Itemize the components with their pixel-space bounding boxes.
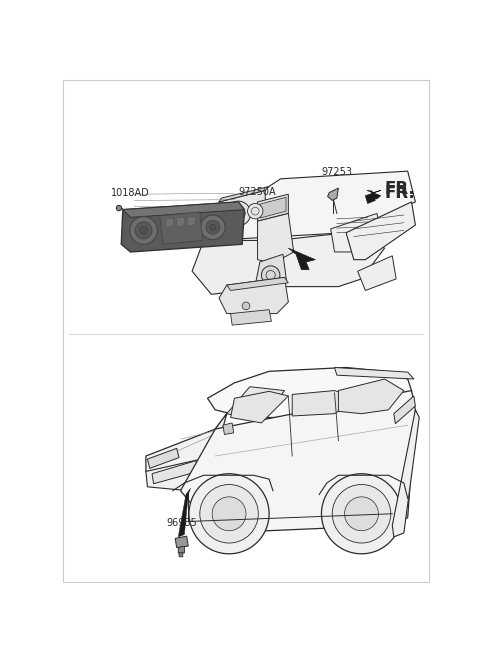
Polygon shape — [188, 216, 195, 226]
Polygon shape — [227, 387, 285, 421]
Text: FR.: FR. — [384, 184, 415, 201]
Polygon shape — [219, 186, 269, 202]
Polygon shape — [146, 414, 227, 479]
Circle shape — [248, 203, 263, 219]
Polygon shape — [258, 194, 288, 221]
Polygon shape — [328, 188, 338, 200]
Polygon shape — [207, 367, 411, 417]
Polygon shape — [358, 256, 396, 291]
Polygon shape — [179, 552, 183, 557]
Polygon shape — [331, 213, 381, 252]
Circle shape — [206, 220, 220, 234]
Circle shape — [242, 302, 250, 310]
Text: 97250A: 97250A — [238, 186, 276, 197]
Circle shape — [226, 201, 251, 226]
Polygon shape — [346, 202, 415, 260]
Polygon shape — [335, 367, 414, 379]
Polygon shape — [255, 255, 287, 293]
Circle shape — [130, 216, 157, 244]
Polygon shape — [219, 190, 265, 225]
Polygon shape — [230, 310, 271, 325]
Circle shape — [200, 485, 258, 543]
Circle shape — [332, 485, 391, 543]
Polygon shape — [230, 392, 288, 423]
Polygon shape — [338, 379, 404, 414]
Polygon shape — [160, 212, 203, 244]
Polygon shape — [258, 213, 294, 264]
Text: 97253: 97253 — [322, 167, 352, 176]
Polygon shape — [367, 190, 381, 199]
Polygon shape — [146, 456, 219, 491]
Polygon shape — [394, 396, 415, 424]
Text: FR.: FR. — [384, 180, 415, 198]
Polygon shape — [178, 488, 191, 537]
Polygon shape — [192, 240, 277, 295]
Circle shape — [322, 474, 402, 554]
Polygon shape — [392, 410, 419, 537]
Polygon shape — [147, 448, 179, 468]
Polygon shape — [219, 277, 288, 314]
Circle shape — [212, 497, 246, 531]
Circle shape — [262, 266, 280, 284]
Polygon shape — [180, 390, 415, 533]
Circle shape — [116, 205, 121, 211]
Polygon shape — [227, 277, 288, 291]
Polygon shape — [277, 233, 384, 287]
Circle shape — [210, 224, 216, 230]
Polygon shape — [365, 190, 381, 203]
Polygon shape — [123, 202, 244, 217]
Polygon shape — [288, 248, 315, 270]
Circle shape — [140, 226, 147, 234]
Polygon shape — [175, 536, 188, 548]
Text: 96985: 96985 — [167, 518, 197, 527]
Circle shape — [345, 497, 378, 531]
Circle shape — [201, 215, 225, 239]
Circle shape — [189, 474, 269, 554]
Circle shape — [135, 222, 152, 239]
Polygon shape — [260, 197, 286, 218]
Polygon shape — [121, 202, 244, 252]
Polygon shape — [204, 171, 415, 240]
Polygon shape — [292, 390, 358, 416]
Polygon shape — [152, 461, 198, 483]
Polygon shape — [223, 423, 234, 434]
Text: 1018AD: 1018AD — [111, 188, 150, 198]
Polygon shape — [177, 217, 184, 226]
Polygon shape — [178, 546, 184, 553]
Polygon shape — [166, 218, 174, 228]
